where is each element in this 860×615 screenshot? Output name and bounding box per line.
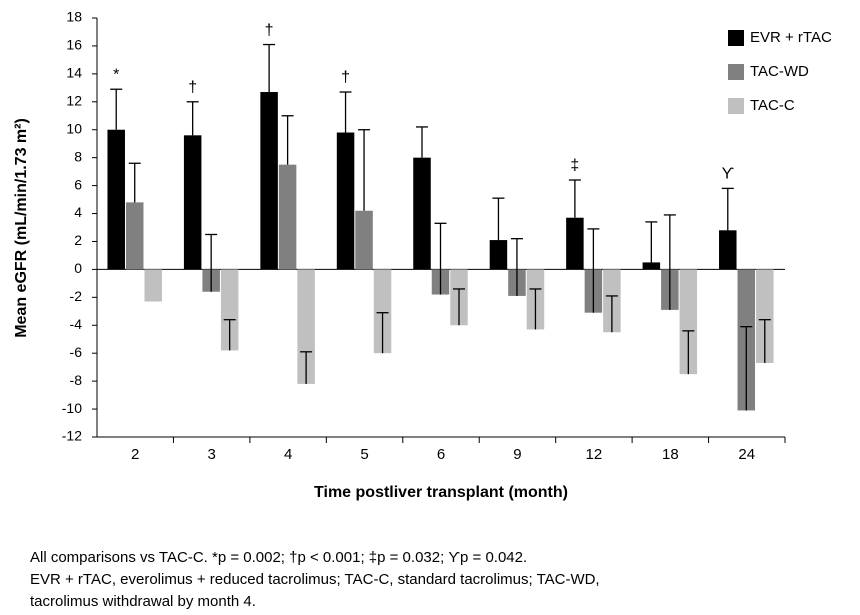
bar	[373, 269, 392, 354]
x-tick-label: 18	[662, 446, 679, 463]
x-tick-label: 3	[207, 446, 215, 463]
footnote: EVR + rTAC, everolimus + reduced tacroli…	[30, 571, 600, 588]
y-tick-label: 16	[66, 37, 82, 53]
y-tick-label: -10	[62, 400, 82, 416]
y-tick-label: 2	[74, 232, 82, 248]
y-tick-label: 6	[74, 176, 82, 192]
bar	[756, 269, 774, 363]
y-tick-label: 0	[74, 260, 82, 276]
bar	[278, 164, 297, 270]
bar	[413, 157, 431, 270]
bar	[107, 129, 125, 270]
bar	[125, 202, 144, 270]
annotation: *	[113, 66, 119, 83]
bar	[183, 135, 202, 270]
bar	[260, 92, 278, 270]
legend-label: TAC-C	[750, 97, 795, 114]
x-tick-label: 12	[586, 446, 603, 463]
annotation: †	[341, 69, 350, 86]
bar	[297, 269, 315, 384]
bar	[220, 269, 239, 351]
y-tick-label: -2	[70, 288, 83, 304]
x-tick-label: 9	[513, 446, 521, 463]
y-tick-label: -6	[70, 344, 83, 360]
y-tick-label: 4	[74, 204, 82, 220]
bar	[144, 269, 162, 302]
footnote: All comparisons vs TAC-C. *p = 0.002; †p…	[30, 549, 527, 566]
bar	[355, 210, 373, 270]
x-tick-label: 6	[437, 446, 445, 463]
annotation: †	[188, 79, 197, 96]
annotation: ϒ	[722, 166, 735, 183]
bar	[642, 262, 661, 270]
legend-label: TAC-WD	[750, 63, 809, 80]
x-axis-title: Time postliver transplant (month)	[314, 484, 568, 501]
y-tick-label: -4	[70, 316, 83, 332]
x-tick-label: 4	[284, 446, 292, 463]
legend-swatch	[728, 30, 744, 46]
legend-swatch	[728, 64, 744, 80]
annotation: †	[265, 22, 274, 39]
footnote: tacrolimus withdrawal by month 4.	[30, 593, 256, 610]
x-tick-label: 5	[360, 446, 368, 463]
bar	[489, 240, 508, 270]
bar	[336, 132, 355, 270]
y-tick-label: 8	[74, 148, 82, 164]
y-tick-label: 14	[66, 65, 82, 81]
y-tick-label: 12	[66, 93, 82, 109]
legend-label: EVR + rTAC	[750, 29, 832, 46]
legend-swatch	[728, 98, 744, 114]
y-tick-label: -12	[62, 428, 82, 444]
bar	[566, 217, 584, 270]
y-axis-title: Mean eGFR (mL/min/1.73 m²)	[13, 118, 30, 338]
bar	[679, 269, 698, 375]
bar	[719, 230, 737, 270]
annotation: ‡	[570, 157, 579, 174]
x-tick-label: 2	[131, 446, 139, 463]
y-tick-label: 18	[66, 9, 82, 25]
x-tick-label: 24	[738, 446, 755, 463]
y-tick-label: 10	[66, 120, 82, 136]
y-tick-label: -8	[70, 372, 83, 388]
